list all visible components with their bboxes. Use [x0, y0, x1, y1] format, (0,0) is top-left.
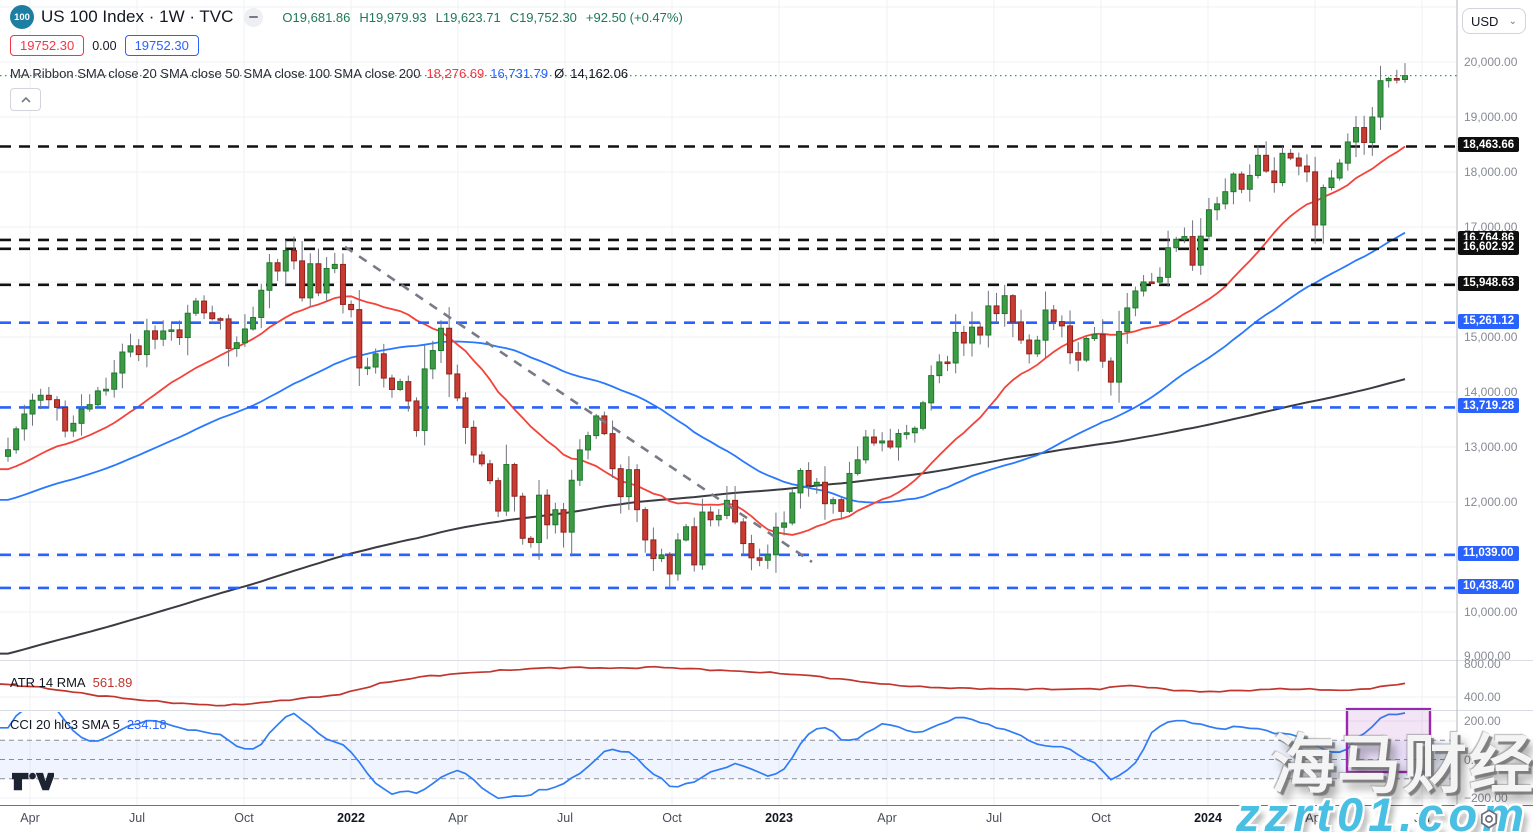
price-tick-label: 400.00: [1464, 690, 1501, 704]
trade-buttons: 19752.30 0.00 19752.30: [10, 35, 199, 56]
chevron-up-icon: [20, 96, 31, 103]
price-tick-label: 9,000.00: [1464, 649, 1511, 663]
cci-legend[interactable]: CCI 20 hlc3 SMA 5 234.18: [10, 717, 167, 732]
atr-label: ATR 14 RMA: [10, 675, 86, 690]
level-price-label: 18,463.66: [1458, 137, 1520, 153]
spread-value: 0.00: [92, 38, 117, 53]
time-tick-label: Oct: [662, 811, 682, 825]
price-tick-label: 800.00: [1464, 656, 1501, 671]
time-tick-label: Jul: [1414, 811, 1430, 825]
atr-line: [0, 665, 1406, 707]
price-axis[interactable]: 20,000.00 19,000.00 18,000.00 17,000.00 15,0…: [1457, 0, 1533, 806]
level-price-label: 13,719.28: [1458, 398, 1520, 414]
time-tick-label: Apr: [448, 811, 468, 825]
symbol-logo-icon: 100: [10, 5, 34, 29]
ma-ribbon-avg-prefix: Ø: [554, 66, 565, 81]
close-value: C19,752.30: [509, 9, 577, 25]
time-tick-label: Jul: [129, 811, 145, 825]
low-value: L19,623.71: [435, 9, 501, 25]
time-tick-label: 2023: [765, 811, 793, 825]
price-tick-label: 13,000.00: [1464, 440, 1518, 454]
sma20-line: [0, 145, 1406, 536]
sell-price-button[interactable]: 19752.30: [10, 35, 85, 56]
time-tick-label: Oct: [1091, 811, 1111, 825]
price-tick-label: 20,000.00: [1464, 55, 1518, 69]
time-axis-settings-gear-icon[interactable]: [1478, 808, 1500, 830]
time-tick-label: Oct: [234, 811, 254, 825]
tradingview-logo[interactable]: [12, 771, 54, 793]
hide-source-icon[interactable]: [244, 7, 264, 27]
cci-band: [0, 739, 1457, 780]
trendline-drawing[interactable]: [344, 245, 813, 564]
open-value: O19,681.86: [282, 9, 351, 25]
currency-label: USD: [1471, 13, 1499, 29]
cci-line: [0, 712, 1406, 800]
level-price-label: 15,948.63: [1458, 275, 1520, 291]
level-price-label: 16,602.92: [1458, 239, 1520, 255]
change-value: +92.50 (+0.47%): [585, 9, 683, 25]
time-axis[interactable]: Apr Jul Oct 2022 Apr Jul Oct 2023 Apr Jul Oct 2024 A…: [0, 806, 1533, 832]
price-tick-label: 17,000.00: [1464, 220, 1518, 234]
time-tick-label: Jul: [986, 811, 1002, 825]
symbol-title[interactable]: US 100 Index · 1W · TVC: [41, 7, 234, 26]
time-tick-label: Apr: [1305, 811, 1325, 825]
ma-ribbon-legend[interactable]: MA Ribbon SMA close 20 SMA close 50 SMA …: [10, 66, 628, 81]
price-tick-label: 200.00: [1464, 714, 1501, 728]
level-price-label: 11,039.00: [1458, 545, 1519, 561]
atr-legend[interactable]: ATR 14 RMA 561.89: [10, 675, 132, 690]
price-tick-label: 19,000.00: [1464, 110, 1518, 124]
currency-selector[interactable]: USD ⌄: [1462, 8, 1526, 34]
level-price-label: 10,438.40: [1458, 578, 1520, 594]
level-price-label: 15,261.12: [1458, 313, 1520, 329]
ohlc-values: O19,681.86 H19,979.93 L19,623.71 C19,752…: [282, 10, 682, 25]
time-tick-label: Apr: [877, 811, 897, 825]
collapse-legend-button[interactable]: [10, 88, 41, 111]
price-tick-label: 14,000.00: [1464, 385, 1518, 399]
cci-value: 234.18: [126, 717, 167, 732]
candlesticks: [5, 63, 1408, 588]
chevron-down-icon: ⌄: [1508, 15, 1517, 27]
price-tick-label: 18,000.00: [1464, 165, 1518, 179]
time-tick-label: Jul: [557, 811, 573, 825]
price-tick-label: −200.00: [1464, 791, 1508, 805]
price-tick-label: 12,000.00: [1464, 495, 1518, 509]
ma-ribbon-avg-value: 14,162.06: [570, 66, 629, 81]
price-tick-label: 0.00: [1464, 752, 1488, 767]
sma200-line: [0, 378, 1406, 655]
gridlines: [0, 0, 1457, 806]
high-value: H19,979.93: [359, 9, 427, 25]
ma-ribbon-sma50-value: 16,731.79: [490, 66, 549, 81]
buy-price-button[interactable]: 19752.30: [124, 35, 199, 56]
price-tick-label: 15,000.00: [1464, 330, 1518, 344]
cci-highlight-box-drawing[interactable]: [1345, 707, 1432, 774]
time-tick-label: Apr: [20, 811, 40, 825]
price-tick-label: 10,000.00: [1464, 605, 1518, 619]
sma50-line: [0, 231, 1406, 504]
time-tick-label: 2022: [337, 811, 365, 825]
time-tick-label: 2024: [1194, 811, 1222, 825]
atr-value: 561.89: [92, 675, 133, 690]
symbol-legend[interactable]: 100 US 100 Index · 1W · TVC O19,681.86 H…: [10, 5, 683, 29]
ma-ribbon-sma20-value: 18,276.69: [426, 66, 485, 81]
cci-label: CCI 20 hlc3 SMA 5: [10, 717, 120, 732]
ma-ribbon-label: MA Ribbon SMA close 20 SMA close 50 SMA …: [10, 66, 421, 81]
